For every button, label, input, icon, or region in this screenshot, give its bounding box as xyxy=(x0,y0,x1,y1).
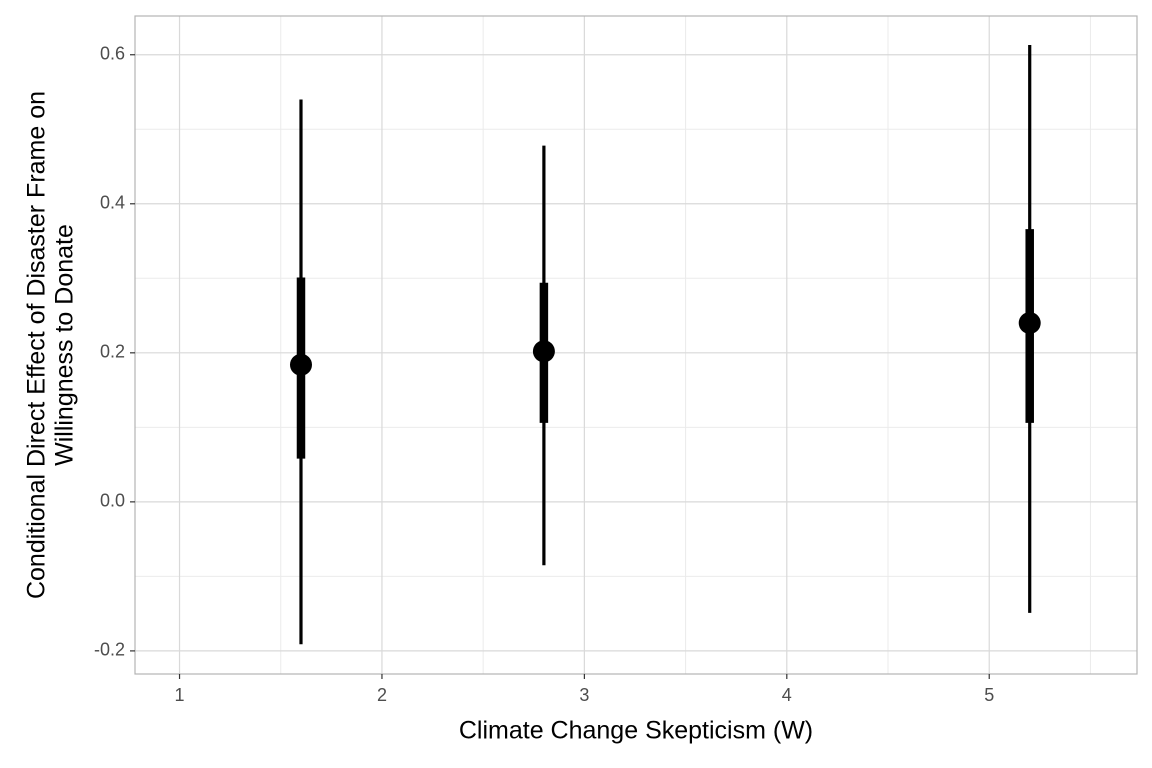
y-axis-title: Willingness to Donate xyxy=(51,224,79,466)
panel-border xyxy=(134,15,1138,675)
x-tick-label: 4 xyxy=(782,685,792,705)
y-tick-label: 0.2 xyxy=(100,342,125,362)
point xyxy=(289,353,312,376)
x-tick-label: 1 xyxy=(175,685,185,705)
point xyxy=(532,340,555,363)
y-tick-label: 0.4 xyxy=(100,193,125,213)
x-axis-title: Climate Change Skepticism (W) xyxy=(459,717,813,745)
x-tick-label: 3 xyxy=(579,685,589,705)
y-tick-label: -0.2 xyxy=(94,640,125,660)
y-tick-label: 0.0 xyxy=(100,491,125,511)
y-axis-title: Conditional Direct Effect of Disaster Fr… xyxy=(23,91,51,599)
marks xyxy=(289,45,1041,645)
point xyxy=(1018,312,1041,335)
x-tick-label: 5 xyxy=(984,685,994,705)
y-tick-label: 0.6 xyxy=(100,43,125,63)
x-tick-label: 2 xyxy=(377,685,387,705)
